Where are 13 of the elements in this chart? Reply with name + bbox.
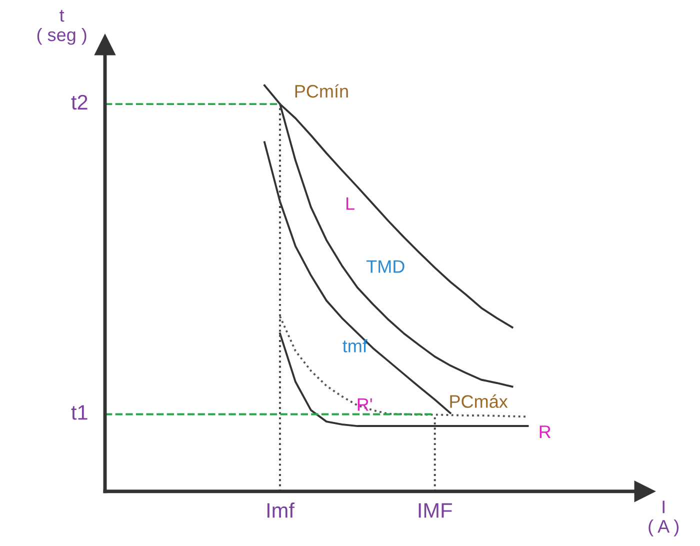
y-axis-title: t ( seg ): [37, 10, 86, 45]
ref-line-label: t2: [71, 94, 88, 110]
x-tick-label: IMF: [418, 503, 452, 518]
annotation: L: [346, 197, 354, 210]
annotation: PCmáx: [450, 394, 508, 408]
text: I ( A ): [648, 500, 679, 536]
x-tick-label: Imf: [267, 502, 294, 518]
annotation: tmf: [342, 339, 368, 352]
ref-line-label: t1: [71, 405, 88, 420]
text: R: [540, 426, 551, 438]
annotation: R': [358, 398, 372, 411]
annotation: PCmín: [295, 84, 348, 98]
annotation: TMD: [366, 260, 404, 273]
